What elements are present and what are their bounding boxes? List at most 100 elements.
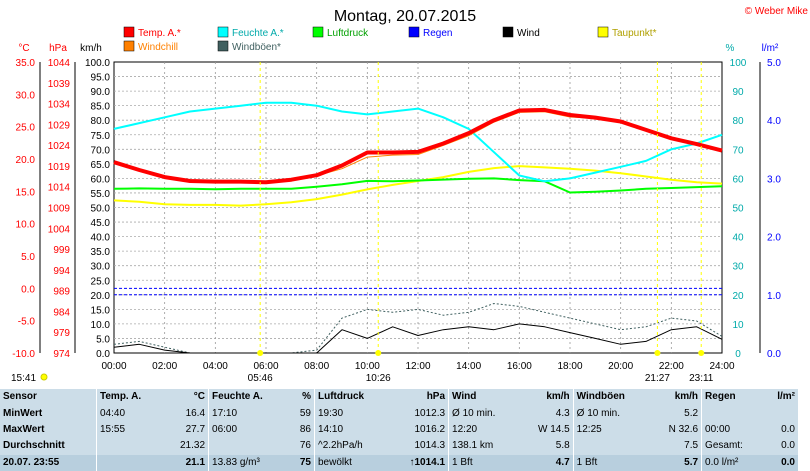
cell: 19:30 [313, 405, 389, 422]
marker-label: 23:11 [689, 373, 714, 384]
temp-tick: 15.0 [16, 187, 36, 198]
legend-swatch [312, 26, 324, 38]
rain-tick: 3.0 [767, 174, 781, 185]
legend-label: Regen [423, 28, 452, 39]
time-tick: 08:00 [304, 361, 329, 372]
cell: 17:10 [208, 405, 290, 422]
cell: 4.7 [519, 454, 574, 471]
legend-label: Windböen* [232, 42, 281, 53]
speed-tick: 85.0 [91, 102, 111, 113]
speed-tick: 15.0 [91, 305, 111, 316]
rain-tick: 1.0 [767, 291, 781, 302]
cell: 15:55 [95, 421, 164, 439]
speed-tick: 55.0 [91, 189, 111, 200]
sun-icon [257, 350, 264, 356]
cell: 1 Bft [572, 454, 651, 471]
humidity-tick: 0 [735, 349, 741, 360]
time-tick: 22:00 [659, 361, 684, 372]
temp-tick: 0.0 [21, 284, 35, 295]
cell: 12:20 [448, 421, 520, 439]
speed-tick: 50.0 [91, 204, 111, 215]
humidity-tick: 50 [732, 204, 744, 215]
legend-swatch [217, 40, 229, 52]
stats-table: Sensor Temp. A. °C Feuchte A. % Luftdruc… [0, 389, 798, 471]
pressure-tick: 999 [53, 245, 70, 256]
temp-tick: 30.0 [16, 90, 36, 101]
series-line-wind [113, 323, 723, 354]
speed-tick: 75.0 [91, 131, 111, 142]
rain-tick: 2.0 [767, 233, 781, 244]
pressure-tick: 1019 [48, 162, 71, 173]
temp-tick: 5.0 [21, 252, 35, 263]
cell: 0.0 [764, 454, 798, 471]
cell: ↑1014.1 [388, 454, 449, 471]
pressure-tick: 974 [53, 349, 70, 360]
row-label: 20.07. 23:55 [0, 454, 97, 471]
header-rain-unit: l/m² [777, 391, 795, 403]
speed-tick: 65.0 [91, 160, 111, 171]
header-temp-unit: °C [193, 391, 206, 403]
series-line-luftdruck [113, 177, 723, 194]
cell: 5.2 [684, 407, 699, 419]
pressure-tick: 994 [53, 266, 70, 277]
header-press-unit: hPa [426, 391, 446, 403]
cell: 5.8 [555, 440, 570, 452]
cell: 12:25 [572, 421, 651, 439]
speed-tick: 90.0 [91, 87, 111, 98]
marker-label: 10:26 [366, 373, 391, 384]
header-gust-unit: km/h [674, 391, 699, 403]
cell: 16.4 [185, 407, 206, 419]
time-tick: 10:00 [355, 361, 380, 372]
speed-tick: 40.0 [91, 233, 111, 244]
pressure-tick: 1004 [48, 224, 71, 235]
cell: 1016.2 [414, 423, 446, 435]
header-press: Luftdruck [313, 389, 389, 406]
time-tick: 20:00 [608, 361, 633, 372]
sun-icon [375, 350, 382, 356]
series-line-temp-a [113, 107, 723, 185]
time-tick: 12:00 [405, 361, 430, 372]
weather-chart: Montag, 20.07.2015 © Weber Mike Temp. A.… [11, 6, 809, 384]
time-tick: 14:00 [456, 361, 481, 372]
cell: 06:00 [208, 421, 290, 439]
cell: 4.3 [555, 407, 570, 419]
chart-title: Montag, 20.07.2015 [334, 8, 476, 25]
pressure-tick: 1039 [48, 79, 71, 90]
chart-axes: °C hPa km/h% l/m² 35.0 30.0 25.0 20.0 15.0 10.0 5.… [12, 43, 781, 372]
speed-tick: 25.0 [91, 276, 111, 287]
table-row-avg: Durchschnitt 21.32 76 ^2.2hPa/h 1014.3 1… [0, 438, 798, 455]
series-line-feuchte-a [113, 101, 723, 183]
cell: 7.5 [684, 440, 699, 452]
legend-swatch [502, 26, 514, 38]
legend-swatch [123, 26, 135, 38]
unit-humidity: % [726, 43, 735, 54]
legend-swatch [217, 26, 229, 38]
legend-swatch [597, 26, 609, 38]
cell: 04:40 [95, 405, 164, 422]
temp-tick: 10.0 [16, 220, 36, 231]
temp-tick: 35.0 [16, 58, 36, 69]
cell: 13.83 g/m³ [208, 454, 290, 471]
sun-icon [698, 350, 705, 356]
credit-text: © Weber Mike [745, 6, 809, 17]
cell: 27.7 [185, 423, 206, 435]
legend-swatch [408, 26, 420, 38]
cell: 21.32 [180, 440, 206, 452]
cell [572, 438, 651, 455]
speed-tick: 0.0 [96, 349, 110, 360]
cell: 1012.3 [414, 407, 446, 419]
header-hum: Feuchte A. [208, 389, 290, 406]
legend-swatch [123, 40, 135, 52]
speed-tick: 45.0 [91, 218, 111, 229]
rain-tick: 0.0 [767, 349, 781, 360]
header-rain: Regen [701, 389, 765, 406]
cell: bewölkt [313, 454, 389, 471]
sun-markers: 15:41 05:46 10:26 21:27 23:11 [11, 62, 714, 384]
pressure-tick: 1024 [48, 141, 71, 152]
table-row-min: MinWert 04:40 16.4 17:10 59 19:30 1012.3… [0, 405, 798, 422]
cell: Ø 10 min. [448, 405, 520, 422]
rain-tick: 4.0 [767, 116, 781, 127]
temp-tick: 25.0 [16, 123, 36, 134]
cell: 5.7 [650, 454, 702, 471]
cell: 0.0 [781, 423, 795, 435]
